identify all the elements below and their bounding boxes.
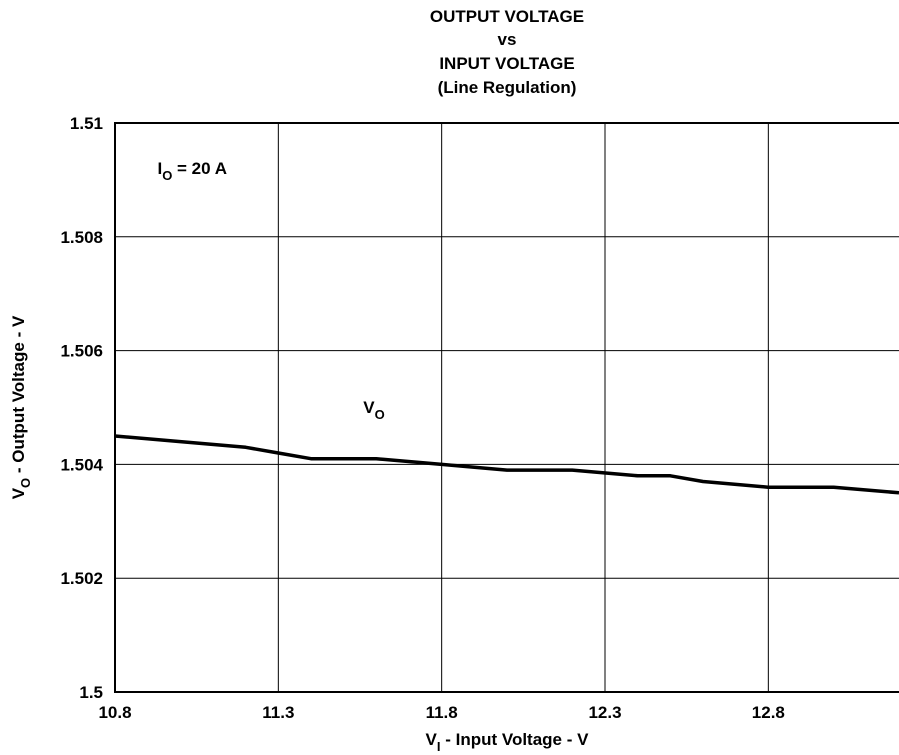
- chart-title-line: OUTPUT VOLTAGE: [430, 7, 584, 26]
- series-lines: [114, 434, 899, 495]
- chart-title-line: INPUT VOLTAGE: [439, 54, 574, 73]
- annotation: VO: [363, 398, 384, 422]
- x-tick-label: 11.8: [426, 703, 458, 722]
- annotation-main: V: [363, 398, 375, 417]
- x-axis-title-rest: - Input Voltage - V: [441, 730, 590, 749]
- y-tick-label: 1.504: [60, 455, 103, 474]
- x-tick-label: 11.3: [262, 703, 294, 722]
- x-tick-labels: 10.8 11.3 11.8 12.3 12.8: [98, 703, 784, 722]
- chart-title-line: vs: [498, 30, 517, 49]
- annotation-main: I: [157, 159, 162, 178]
- annotation: IO = 20 A: [157, 159, 227, 183]
- chart-title-line: (Line Regulation): [438, 78, 577, 97]
- x-axis-title: VI - Input Voltage - V: [426, 730, 590, 754]
- annotation-rest: = 20 A: [172, 159, 227, 178]
- annotations: IO = 20 AVO: [157, 159, 384, 422]
- y-axis-title-main: V: [9, 487, 28, 499]
- series-line: [114, 434, 899, 495]
- y-axis-title: VO - Output Voltage - V: [9, 315, 33, 499]
- y-tick-label: 1.51: [70, 114, 103, 133]
- x-tick-label: 12.3: [588, 703, 621, 722]
- chart-title: OUTPUT VOLTAGE vs INPUT VOLTAGE (Line Regul…: [430, 7, 584, 97]
- chart-grid: [115, 123, 899, 692]
- y-axis-title-rest: - Output Voltage - V: [9, 315, 28, 478]
- x-axis-title-main: V: [426, 730, 438, 749]
- y-tick-label: 1.508: [60, 228, 103, 247]
- x-axis-title: VI - Input Voltage - V: [426, 730, 590, 754]
- x-axis-title-subscript: I: [437, 739, 441, 754]
- x-tick-label: 10.8: [98, 703, 131, 722]
- y-axis-title: VO - Output Voltage - V: [9, 315, 33, 499]
- y-axis-title-subscript: O: [18, 478, 33, 488]
- y-tick-label: 1.506: [60, 342, 103, 361]
- y-tick-label: 1.502: [60, 569, 103, 588]
- annotation-subscript: O: [162, 168, 172, 183]
- annotation-subscript: O: [375, 407, 385, 422]
- y-tick-label: 1.5: [79, 683, 103, 702]
- x-tick-label: 12.8: [752, 703, 785, 722]
- y-tick-labels: 1.5 1.502 1.504 1.506 1.508 1.51: [60, 114, 103, 702]
- plot-frame: [114, 122, 899, 693]
